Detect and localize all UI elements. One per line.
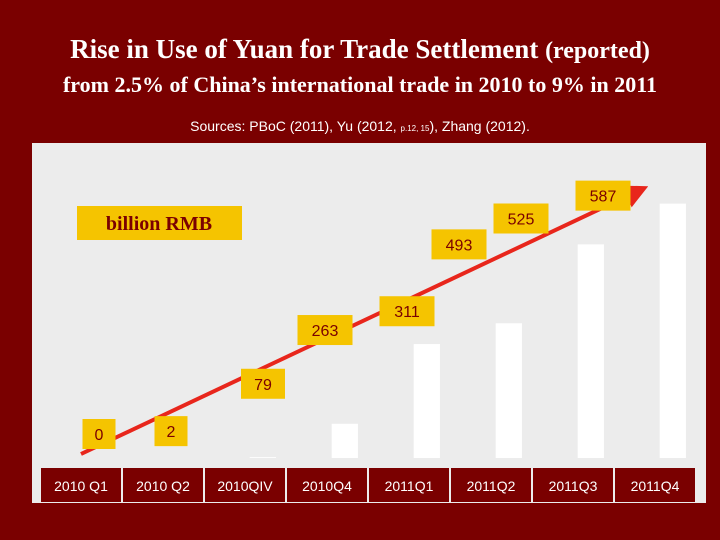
bars-layer <box>249 203 686 458</box>
category-label-box-1 <box>123 468 203 502</box>
unit-label: billion RMB <box>106 213 212 235</box>
category-label-3: 2010Q4 <box>302 478 352 494</box>
data-label-0: 0 <box>95 427 104 444</box>
bar-3 <box>331 423 358 458</box>
category-label-box-4 <box>369 468 449 502</box>
category-label-box-6 <box>533 468 613 502</box>
sources-note: Sources: PBoC (2011), Yu (2012, p.12, 15… <box>0 118 720 134</box>
category-label-5: 2011Q2 <box>467 478 516 494</box>
data-label-box-6 <box>493 203 549 234</box>
bar-7 <box>659 203 686 458</box>
category-label-4: 2011Q1 <box>385 478 434 494</box>
unit-label-group: billion RMB <box>77 206 242 240</box>
data-label-4: 311 <box>394 304 420 321</box>
bar-6 <box>577 244 604 458</box>
category-label-0: 2010 Q1 <box>54 478 108 494</box>
data-label-box-2 <box>241 368 285 399</box>
data-label-box-0 <box>82 419 116 449</box>
category-label-6: 2011Q3 <box>549 478 598 494</box>
category-label-2: 2010QIV <box>217 478 273 494</box>
bar-4 <box>413 344 440 458</box>
title-suffix: (reported) <box>545 38 650 64</box>
data-label-box-4 <box>379 296 435 327</box>
data-label-1: 2 <box>167 424 176 441</box>
data-label-3: 263 <box>312 323 339 340</box>
data-labels-layer: 0 2 79 263 311 493 525 587 <box>82 180 631 449</box>
chart-title: Rise in Use of Yuan for Trade Settlement… <box>0 34 720 66</box>
sources-pages: p.12, 15 <box>400 124 430 133</box>
data-label-box-5 <box>431 229 487 260</box>
sources-suffix: ), Zhang (2012). <box>429 118 530 134</box>
data-label-box-1 <box>154 416 188 447</box>
data-label-box-7 <box>575 180 631 211</box>
category-labels-layer: 2010 Q1 2010 Q2 2010QIV 2010Q4 2011Q1 2011Q2 2… <box>41 468 695 502</box>
sources-prefix: Sources: PBoC (2011), Yu (2012, <box>190 118 401 134</box>
bar-5 <box>495 323 522 458</box>
category-label-box-2 <box>205 468 285 502</box>
category-label-7: 2011Q4 <box>631 478 680 494</box>
data-label-box-3 <box>297 315 353 346</box>
data-label-7: 587 <box>590 189 617 206</box>
unit-label-box <box>77 206 242 240</box>
data-label-6: 525 <box>508 212 535 229</box>
category-label-box-7 <box>615 468 695 502</box>
category-label-box-3 <box>287 468 367 502</box>
category-label-box-5 <box>451 468 531 502</box>
chart-subtitle: from 2.5% of China’s international trade… <box>62 72 657 97</box>
title-main: Rise in Use of Yuan for Trade Settlement <box>70 34 539 64</box>
bar-2 <box>249 457 276 458</box>
data-label-2: 79 <box>254 377 272 394</box>
category-label-1: 2010 Q2 <box>136 478 190 494</box>
data-label-5: 493 <box>446 237 473 254</box>
category-label-box-0 <box>41 468 121 502</box>
trend-arrow <box>80 185 649 456</box>
